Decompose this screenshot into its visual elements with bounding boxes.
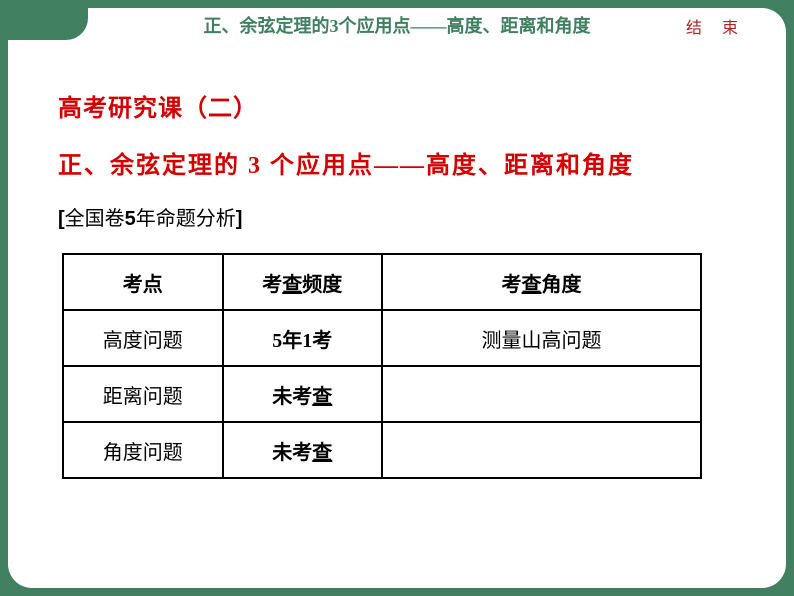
h3-rest: 角度 xyxy=(542,274,582,296)
analysis-text2: 年命题分析 xyxy=(136,208,236,230)
title-sub: 正、余弦定理的 3 个应用点——高度、距离和角度 xyxy=(58,145,738,180)
title-main: 高考研究课（二） xyxy=(58,88,738,123)
cell-r1c3: 测量山高问题 xyxy=(382,310,701,366)
r2c2-plain: 未考 xyxy=(272,386,312,408)
r3c2-u: 查 xyxy=(312,442,332,464)
header-col1: 考点 xyxy=(63,254,223,310)
cell-r3c3 xyxy=(382,422,701,478)
cell-r2c2: 未考查 xyxy=(223,366,383,422)
header-col3: 考查角度 xyxy=(382,254,701,310)
table-row: 距离问题 未考查 xyxy=(63,366,701,422)
cell-r1c1: 高度问题 xyxy=(63,310,223,366)
content-area: 高考研究课（二） 正、余弦定理的 3 个应用点——高度、距离和角度 [全国卷5年… xyxy=(58,88,738,479)
r3c2-plain: 未考 xyxy=(272,442,312,464)
r2c2-u: 查 xyxy=(312,386,332,408)
cell-r2c3 xyxy=(382,366,701,422)
table-row: 角度问题 未考查 xyxy=(63,422,701,478)
h2-rest: 频度 xyxy=(302,274,342,296)
h3-plain: 考 xyxy=(502,274,522,296)
analysis-bold: 5 xyxy=(125,208,136,230)
h2-u: 查 xyxy=(282,274,302,296)
cell-r3c1: 角度问题 xyxy=(63,422,223,478)
title-main-text: 高考研究课（二） xyxy=(58,96,258,122)
table-header-row: 考点 考查频度 考查角度 xyxy=(63,254,701,310)
analysis-table: 考点 考查频度 考查角度 高度问题 5年1考 测量山高问题 距离问题 未考查 xyxy=(62,253,702,479)
cell-r1c2: 5年1考 xyxy=(223,310,383,366)
cell-r2c1: 距离问题 xyxy=(63,366,223,422)
h3-u: 查 xyxy=(522,274,542,296)
header-col2: 考查频度 xyxy=(223,254,383,310)
header-title: 正、余弦定理的3个应用点——高度、距离和角度 xyxy=(8,12,786,38)
bracket-close: ] xyxy=(236,208,243,230)
cell-r3c2: 未考查 xyxy=(223,422,383,478)
table-row: 高度问题 5年1考 测量山高问题 xyxy=(63,310,701,366)
bracket-open: [ xyxy=(58,208,65,230)
h2-plain: 考 xyxy=(262,274,282,296)
analysis-label: [全国卷5年命题分析] xyxy=(58,202,738,231)
slide: 正、余弦定理的3个应用点——高度、距离和角度 结 束 高考研究课（二） 正、余弦… xyxy=(8,8,786,588)
end-link[interactable]: 结 束 xyxy=(686,14,746,38)
analysis-text1: 全国卷 xyxy=(65,208,125,230)
